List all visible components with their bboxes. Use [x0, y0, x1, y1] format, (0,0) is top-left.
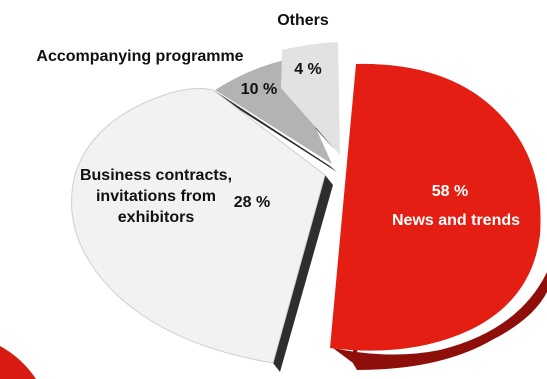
slice-bottom-news-and-trends	[333, 271, 547, 370]
slice-value-news-and-trends: 58 %	[432, 183, 468, 200]
slice-label-business-line-3: exhibitors	[118, 209, 195, 226]
slice-value-business-contracts: 28 %	[234, 194, 270, 211]
slice-label-others: Others	[277, 12, 329, 29]
slice-news-and-trends	[330, 63, 541, 351]
slice-value-accompanying-programme: 10 %	[241, 81, 277, 98]
slice-accompanying-programme	[215, 60, 332, 164]
partial-red-slice	[0, 346, 36, 379]
slice-value-others: 4 %	[294, 61, 322, 78]
slice-side-business-contracts	[273, 175, 333, 372]
slice-label-business-line-2: invitations from	[96, 188, 216, 205]
slice-label-accompanying-programme: Accompanying programme	[36, 48, 243, 65]
slice-label-news-and-trends: News and trends	[392, 212, 520, 229]
slice-label-business-line-1: Business contracts,	[80, 167, 232, 184]
slice-business-contracts	[71, 88, 326, 364]
slice-side-accompanying-programme	[215, 91, 337, 172]
slice-others	[281, 42, 340, 155]
